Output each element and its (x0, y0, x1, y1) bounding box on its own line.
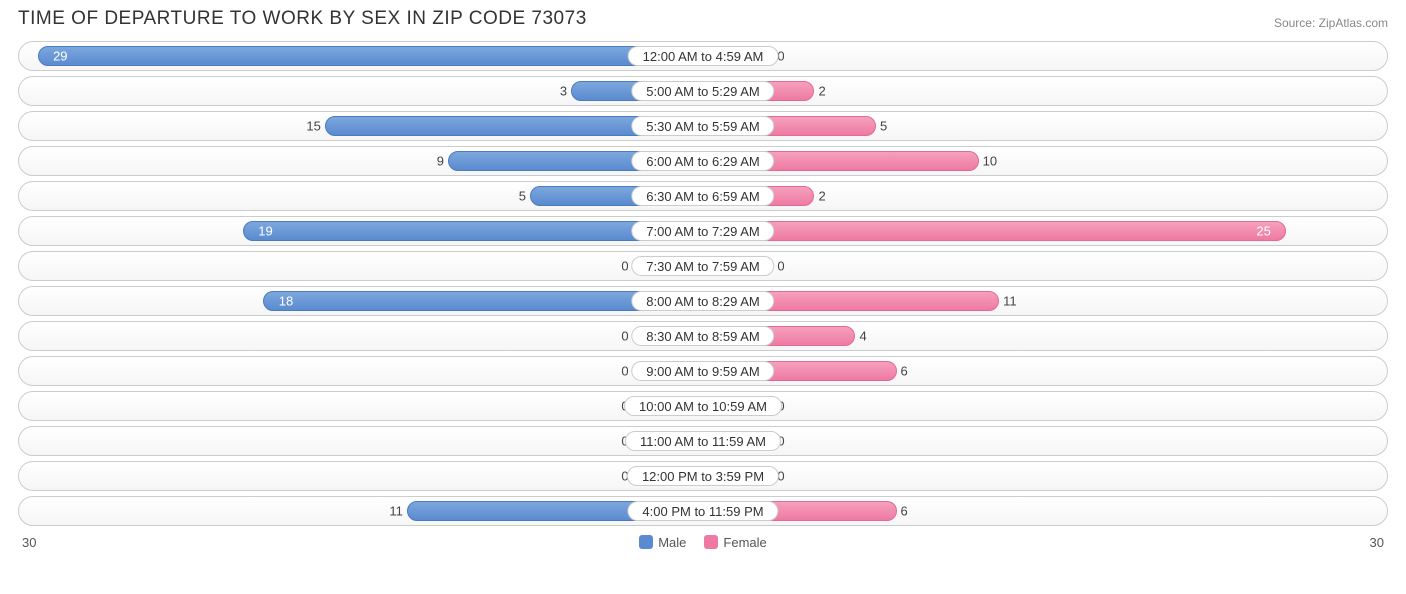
male-half: 0 (19, 427, 703, 455)
chart-row: 9 10 6:00 AM to 6:29 AM (18, 146, 1388, 176)
male-value: 11 (389, 504, 403, 519)
male-half: 0 (19, 392, 703, 420)
category-label: 10:00 AM to 10:59 AM (624, 396, 782, 416)
male-value: 0 (621, 329, 628, 344)
male-value: 5 (519, 189, 526, 204)
female-half: 11 (703, 287, 1387, 315)
female-value: 10 (983, 154, 997, 169)
category-label: 12:00 PM to 3:59 PM (627, 466, 779, 486)
male-value: 0 (621, 364, 628, 379)
category-label: 7:30 AM to 7:59 AM (631, 256, 774, 276)
male-value: 3 (560, 84, 567, 99)
category-label: 9:00 AM to 9:59 AM (631, 361, 774, 381)
male-half: 9 (19, 147, 703, 175)
male-value: 9 (437, 154, 444, 169)
female-half: 0 (703, 42, 1387, 70)
chart-row: 0012:00 PM to 3:59 PM (18, 461, 1388, 491)
chart-title: TIME OF DEPARTURE TO WORK BY SEX IN ZIP … (18, 8, 587, 30)
category-label: 4:00 PM to 11:59 PM (627, 501, 778, 521)
chart-row: 0010:00 AM to 10:59 AM (18, 391, 1388, 421)
chart-row: 19 25 7:00 AM to 7:29 AM (18, 216, 1388, 246)
female-half: 25 (703, 217, 1387, 245)
legend-male: Male (639, 535, 686, 550)
category-label: 11:00 AM to 11:59 AM (625, 431, 781, 451)
female-half: 2 (703, 77, 1387, 105)
chart-row: 5 2 6:30 AM to 6:59 AM (18, 181, 1388, 211)
female-half: 6 (703, 357, 1387, 385)
male-half: 3 (19, 77, 703, 105)
female-half: 5 (703, 112, 1387, 140)
axis-right-max: 30 (1370, 535, 1384, 550)
female-value: 4 (859, 329, 866, 344)
category-label: 5:00 AM to 5:29 AM (631, 81, 774, 101)
female-value: 0 (777, 49, 784, 64)
chart-row: 15 5 5:30 AM to 5:59 AM (18, 111, 1388, 141)
female-value: 25 (1256, 224, 1270, 239)
male-value: 18 (279, 294, 293, 309)
female-half: 0 (703, 252, 1387, 280)
male-value: 0 (621, 259, 628, 274)
male-half: 0 (19, 322, 703, 350)
chart-footer: 30 Male Female 30 (0, 531, 1406, 550)
chart-row: 3 2 5:00 AM to 5:29 AM (18, 76, 1388, 106)
chart-source: Source: ZipAtlas.com (1274, 16, 1388, 30)
legend-female: Female (704, 535, 766, 550)
category-label: 12:00 AM to 4:59 AM (628, 46, 779, 66)
category-label: 6:30 AM to 6:59 AM (631, 186, 774, 206)
legend-female-label: Female (723, 535, 766, 550)
female-half: 0 (703, 462, 1387, 490)
male-half: 0 (19, 357, 703, 385)
male-half: 0 (19, 462, 703, 490)
legend-male-label: Male (658, 535, 686, 550)
female-half: 6 (703, 497, 1387, 525)
female-value: 6 (901, 504, 908, 519)
female-half: 4 (703, 322, 1387, 350)
chart-row: 0 07:30 AM to 7:59 AM (18, 251, 1388, 281)
chart-row: 11 6 4:00 PM to 11:59 PM (18, 496, 1388, 526)
female-bar (703, 221, 1286, 241)
category-label: 5:30 AM to 5:59 AM (631, 116, 774, 136)
female-value: 2 (818, 189, 825, 204)
female-value: 0 (777, 259, 784, 274)
chart-row: 0011:00 AM to 11:59 AM (18, 426, 1388, 456)
category-label: 8:00 AM to 8:29 AM (631, 291, 774, 311)
chart-rows: 29012:00 AM to 4:59 AM325:00 AM to 5:29 … (0, 41, 1406, 526)
male-value: 15 (306, 119, 320, 134)
female-value: 6 (901, 364, 908, 379)
male-half: 5 (19, 182, 703, 210)
category-label: 7:00 AM to 7:29 AM (631, 221, 774, 241)
category-label: 8:30 AM to 8:59 AM (631, 326, 774, 346)
chart-row: 18 11 8:00 AM to 8:29 AM (18, 286, 1388, 316)
legend-female-swatch (704, 535, 718, 549)
female-value: 5 (880, 119, 887, 134)
male-half: 18 (19, 287, 703, 315)
male-half: 11 (19, 497, 703, 525)
male-bar (38, 46, 703, 66)
female-half: 10 (703, 147, 1387, 175)
male-half: 19 (19, 217, 703, 245)
female-half: 2 (703, 182, 1387, 210)
male-half: 15 (19, 112, 703, 140)
male-half: 29 (19, 42, 703, 70)
chart-row: 0 6 9:00 AM to 9:59 AM (18, 356, 1388, 386)
category-label: 6:00 AM to 6:29 AM (631, 151, 774, 171)
chart-legend: Male Female (639, 535, 767, 550)
chart-container: TIME OF DEPARTURE TO WORK BY SEX IN ZIP … (0, 0, 1406, 554)
male-value: 19 (258, 224, 272, 239)
chart-row: 29 012:00 AM to 4:59 AM (18, 41, 1388, 71)
legend-male-swatch (639, 535, 653, 549)
female-half: 0 (703, 427, 1387, 455)
female-value: 11 (1003, 294, 1017, 309)
female-value: 2 (818, 84, 825, 99)
male-half: 0 (19, 252, 703, 280)
male-value: 29 (53, 49, 67, 64)
chart-row: 0 4 8:30 AM to 8:59 AM (18, 321, 1388, 351)
axis-left-max: 30 (22, 535, 36, 550)
chart-header: TIME OF DEPARTURE TO WORK BY SEX IN ZIP … (0, 0, 1406, 36)
female-half: 0 (703, 392, 1387, 420)
